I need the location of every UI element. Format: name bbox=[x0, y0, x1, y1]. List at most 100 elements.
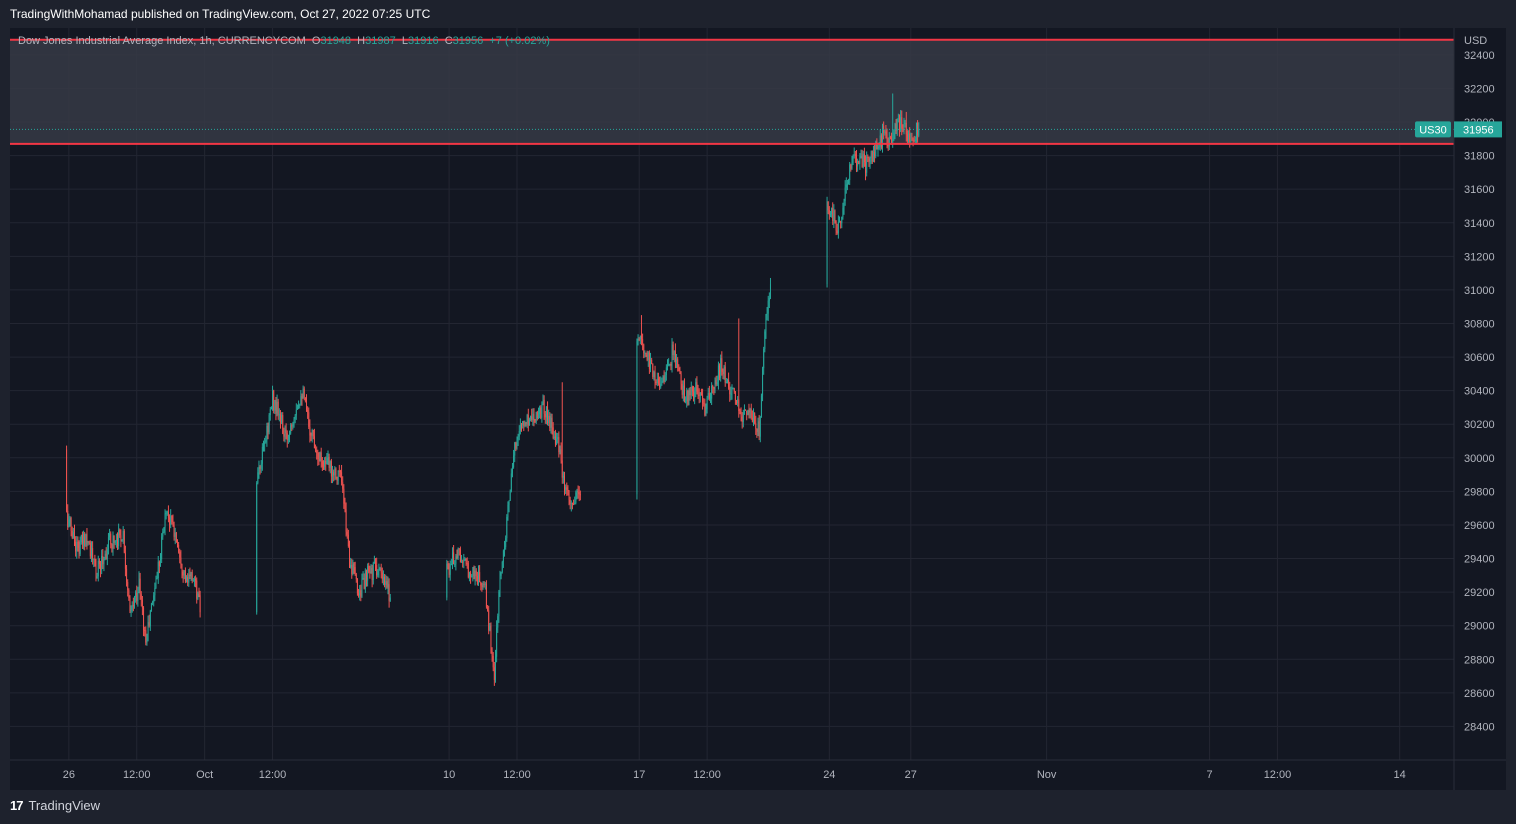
candle-down bbox=[470, 570, 472, 584]
candle-body bbox=[906, 134, 908, 142]
candle-body bbox=[764, 331, 766, 350]
candle-body bbox=[831, 208, 833, 214]
candle-body bbox=[111, 544, 113, 549]
candle-body bbox=[446, 563, 448, 598]
candle-down bbox=[861, 149, 863, 168]
candle-body bbox=[121, 539, 123, 542]
candle-body bbox=[525, 422, 527, 424]
price-tick-label: 30200 bbox=[1464, 419, 1495, 431]
candle-up bbox=[650, 352, 652, 373]
candle-down bbox=[640, 315, 642, 346]
candle-up bbox=[553, 431, 555, 440]
candle-down bbox=[678, 364, 680, 372]
candle-body bbox=[706, 397, 708, 410]
candle-body bbox=[152, 602, 154, 604]
candle-up bbox=[269, 406, 271, 421]
candle-body bbox=[461, 561, 463, 563]
candle-body bbox=[342, 482, 344, 489]
candle-body bbox=[282, 415, 284, 434]
candle-body bbox=[161, 536, 163, 560]
candle-up bbox=[496, 620, 498, 663]
candle-body bbox=[670, 363, 672, 366]
candle-up bbox=[299, 403, 301, 409]
candle-body bbox=[120, 535, 122, 542]
candle-body bbox=[902, 128, 904, 131]
candle-down bbox=[527, 408, 529, 432]
candle-body bbox=[166, 512, 168, 514]
candle-up bbox=[559, 445, 561, 455]
candle-body bbox=[471, 575, 473, 577]
candle-body bbox=[508, 500, 510, 505]
candle-body bbox=[83, 533, 85, 544]
candle-up bbox=[723, 364, 725, 380]
candle-body bbox=[276, 401, 278, 414]
candle-down bbox=[375, 558, 377, 572]
candle-body bbox=[493, 667, 495, 680]
candle-body bbox=[739, 411, 741, 415]
candle-body bbox=[688, 389, 690, 405]
candle-body bbox=[732, 388, 734, 390]
candle-down bbox=[67, 504, 69, 530]
candle-up bbox=[135, 590, 137, 603]
candle-body bbox=[257, 472, 259, 484]
candle-down bbox=[333, 469, 335, 482]
candle-body bbox=[130, 610, 132, 612]
candle-up bbox=[844, 180, 846, 206]
candle-down bbox=[523, 420, 525, 432]
time-tick-label: Oct bbox=[196, 769, 213, 781]
candle-up bbox=[337, 470, 339, 485]
candle-up bbox=[665, 364, 667, 381]
candle-body bbox=[917, 122, 919, 136]
candle-down bbox=[703, 398, 705, 407]
candle-body bbox=[855, 156, 857, 167]
candle-up bbox=[556, 432, 558, 446]
candle-body bbox=[829, 213, 831, 215]
candle-up bbox=[526, 413, 528, 429]
price-axis[interactable]: USD 28400 28600 28800 29000 29200 29400 29600 2… bbox=[1464, 35, 1495, 733]
candle-down bbox=[715, 375, 717, 387]
candle-body bbox=[135, 592, 137, 597]
ohlc-legend[interactable]: Dow Jones Industrial Average Index, 1h, … bbox=[18, 35, 550, 47]
candle-body bbox=[487, 606, 489, 611]
candle-body bbox=[484, 583, 486, 585]
candle-down bbox=[700, 388, 702, 396]
candle-up bbox=[163, 526, 165, 534]
candle-body bbox=[80, 535, 82, 543]
candle-down bbox=[531, 408, 533, 422]
candle-down bbox=[111, 543, 113, 553]
candle-down bbox=[345, 502, 347, 537]
candle-up bbox=[897, 113, 899, 123]
candle-body bbox=[874, 151, 876, 157]
candle-body bbox=[651, 359, 653, 364]
tradingview-logo[interactable]: 17 TradingView bbox=[10, 798, 100, 813]
candle-body bbox=[279, 414, 281, 423]
candle-down bbox=[905, 111, 907, 142]
candle-down bbox=[566, 482, 568, 496]
candle-up bbox=[72, 527, 74, 539]
candle-down bbox=[447, 560, 449, 570]
candle-body bbox=[165, 513, 167, 515]
candle-body bbox=[259, 466, 261, 469]
candle-up bbox=[892, 93, 894, 148]
chart-area[interactable]: USD 28400 28600 28800 29000 29200 29400 29600 2… bbox=[10, 28, 1506, 790]
candle-body bbox=[131, 605, 133, 611]
candle-body bbox=[326, 458, 328, 465]
candle-body bbox=[98, 560, 100, 564]
candle-up bbox=[319, 451, 321, 462]
candle-down bbox=[836, 223, 838, 235]
candle-up bbox=[164, 509, 166, 536]
price-chart[interactable]: USD 28400 28600 28800 29000 29200 29400 29600 2… bbox=[10, 28, 1506, 790]
candle-up bbox=[372, 561, 374, 585]
candle-up bbox=[261, 443, 263, 471]
candle-up bbox=[290, 423, 292, 435]
candle-body bbox=[559, 449, 561, 453]
candle-up bbox=[709, 392, 711, 404]
candle-body bbox=[376, 564, 378, 576]
candle-body bbox=[578, 492, 580, 495]
candle-up bbox=[682, 380, 684, 402]
candle-down bbox=[198, 587, 200, 598]
candle-down bbox=[490, 622, 492, 654]
time-axis[interactable]: 26 12:00 Oct 12:00 10 12:00 17 12:00 24 27 Nov 7 12:… bbox=[63, 769, 1406, 781]
candle-body bbox=[702, 395, 704, 404]
candle-up bbox=[156, 571, 158, 580]
